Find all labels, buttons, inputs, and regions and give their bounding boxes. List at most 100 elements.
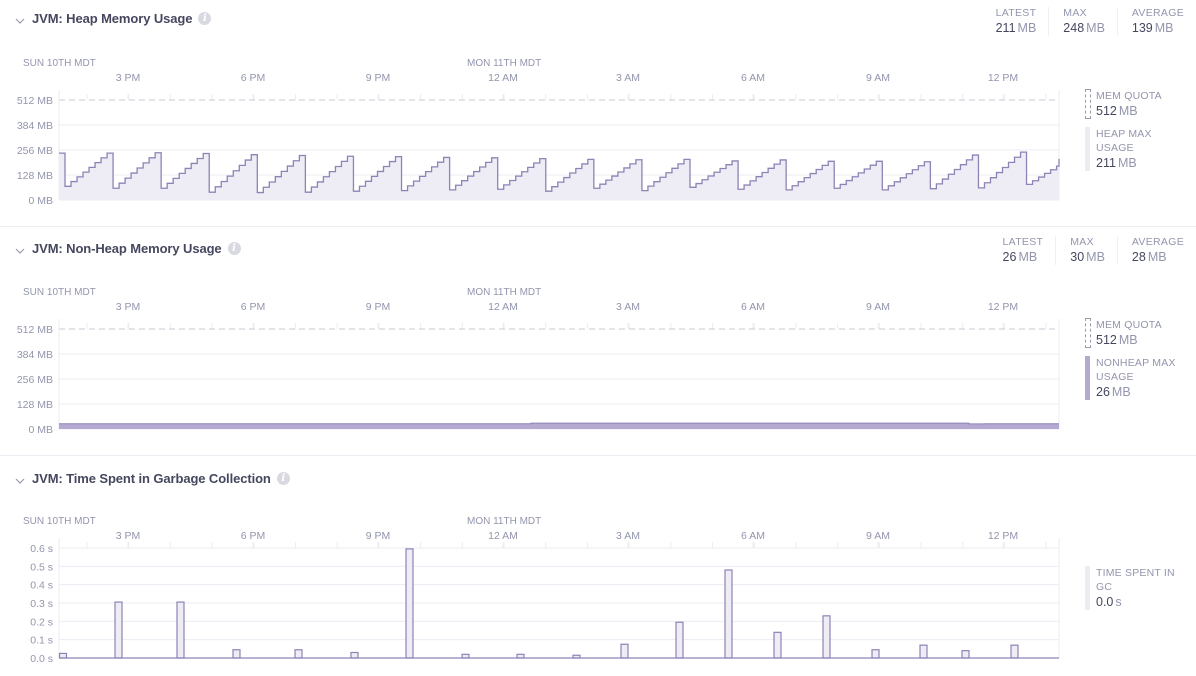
y-tick-label: 0.4 s xyxy=(30,580,53,592)
x-tick-label: 3 PM xyxy=(116,301,141,313)
dashed-swatch-icon xyxy=(1085,89,1091,119)
x-tick-label: 9 PM xyxy=(366,301,391,313)
y-tick-label: 0.2 s xyxy=(30,616,53,628)
dashed-swatch-icon xyxy=(1085,318,1091,348)
legend-unit: MB xyxy=(1117,156,1137,170)
panel-header[interactable]: JVM: Non-Heap Memory Usage i xyxy=(14,238,241,258)
stat-unit: MB xyxy=(1147,250,1167,264)
gc-spike-bar xyxy=(675,621,684,659)
x-tick-label: 6 AM xyxy=(741,301,765,313)
x-tick-label: 9 AM xyxy=(866,530,890,542)
y-tick-label: 0.5 s xyxy=(30,561,53,573)
x-tick-label: 6 PM xyxy=(241,530,266,542)
stat-max: MAX 248 MB xyxy=(1048,7,1117,36)
chart-legend: TIME SPENT IN GC 0.0 s xyxy=(1085,566,1195,618)
chart-legend: MEM QUOTA 512 MB NONHEAP MAX USAGE 26 MB xyxy=(1085,318,1195,408)
solid-swatch-icon xyxy=(1085,566,1090,610)
legend-item-mem-quota[interactable]: MEM QUOTA 512 MB xyxy=(1085,318,1195,348)
info-icon[interactable]: i xyxy=(198,11,212,25)
nonheap-memory-panel: JVM: Non-Heap Memory Usage i LATEST 26 MB … xyxy=(0,229,1196,455)
legend-label: MEM QUOTA xyxy=(1096,319,1162,331)
panel-title: JVM: Heap Memory Usage xyxy=(32,10,193,26)
gc-spike-bar xyxy=(724,569,733,659)
solid-swatch-icon xyxy=(1085,127,1090,171)
legend-unit: MB xyxy=(1118,333,1138,347)
day-label: SUN 10TH MDT xyxy=(23,516,96,527)
nonheap-memory-chart[interactable]: SUN 10TH MDT MON 11TH MDT 3 PM 6 PM 9 PM 12 A… xyxy=(0,229,1070,455)
x-tick-label: 12 AM xyxy=(488,530,518,542)
gc-spike-bar xyxy=(620,643,629,659)
info-icon[interactable]: i xyxy=(276,471,290,485)
legend-value: 512 xyxy=(1096,333,1117,347)
gc-spike-bar xyxy=(232,649,241,659)
heap-memory-chart[interactable]: SUN 10TH MDT MON 11TH MDT 3 PM 6 PM 9 PM 12 A… xyxy=(0,0,1070,226)
y-tick-label: 512 MB xyxy=(17,95,53,107)
x-tick-label: 12 AM xyxy=(488,72,518,84)
y-tick-label: 128 MB xyxy=(17,399,53,411)
stat-average: AVERAGE 28 MB xyxy=(1116,236,1184,265)
x-tick-label: 3 PM xyxy=(116,72,141,84)
legend-unit: s xyxy=(1115,595,1122,609)
legend-item-mem-quota[interactable]: MEM QUOTA 512 MB xyxy=(1085,89,1195,119)
legend-value: 26 xyxy=(1096,385,1110,399)
divider xyxy=(0,455,1196,456)
gc-spike-bar xyxy=(114,601,123,659)
legend-item-gc-time[interactable]: TIME SPENT IN GC 0.0 s xyxy=(1085,566,1180,610)
chevron-down-icon[interactable] xyxy=(14,15,26,27)
day-label: SUN 10TH MDT xyxy=(23,287,96,298)
y-tick-label: 0.1 s xyxy=(30,635,53,647)
gc-spike-bar xyxy=(822,615,831,659)
x-tick-label: 12 AM xyxy=(488,301,518,313)
legend-item-nonheap-max[interactable]: NONHEAP MAX USAGE 26 MB xyxy=(1085,356,1185,400)
info-icon[interactable]: i xyxy=(227,241,241,255)
gc-spike-bar xyxy=(176,601,185,659)
y-tick-label: 384 MB xyxy=(17,120,53,132)
y-tick-label: 256 MB xyxy=(17,145,53,157)
legend-value: 512 xyxy=(1096,104,1117,118)
stat-value: 248 xyxy=(1063,21,1085,35)
stat-value: 211 xyxy=(995,21,1016,35)
stat-unit: MB xyxy=(1018,250,1038,264)
y-tick-label: 0 MB xyxy=(28,424,53,436)
gc-time-chart[interactable]: SUN 10TH MDT MON 11TH MDT 3 PM 6 PM 9 PM 12 A… xyxy=(0,458,1070,676)
gc-spike-bar xyxy=(961,650,970,659)
legend-value: 211 xyxy=(1096,156,1116,170)
gc-spike-bar xyxy=(294,649,303,659)
stat-label: AVERAGE xyxy=(1131,236,1184,248)
day-label: MON 11TH MDT xyxy=(467,287,541,298)
stat-latest: LATEST 211 MB xyxy=(982,7,1049,36)
stat-label: LATEST xyxy=(995,7,1037,19)
stat-value: 28 xyxy=(1131,250,1146,264)
day-label: SUN 10TH MDT xyxy=(23,58,96,69)
heap-memory-panel: JVM: Heap Memory Usage i LATEST 211 MB MAX… xyxy=(0,0,1196,226)
legend-item-heap-max[interactable]: HEAP MAX USAGE 211 MB xyxy=(1085,127,1177,171)
stat-latest: LATEST 26 MB xyxy=(989,236,1056,265)
x-tick-label: 3 AM xyxy=(616,530,640,542)
stat-max: MAX 30 MB xyxy=(1055,236,1117,265)
stat-average: AVERAGE 139 MB xyxy=(1116,7,1184,36)
legend-label: HEAP MAX USAGE xyxy=(1096,128,1152,154)
stat-label: MAX xyxy=(1063,7,1087,19)
stat-value: 139 xyxy=(1131,21,1153,35)
stats: LATEST 26 MB MAX 30 MB AVERAGE 28 MB xyxy=(989,236,1184,265)
nonheap-series-line xyxy=(59,422,1059,425)
chart-legend: MEM QUOTA 512 MB HEAP MAX USAGE 211 MB xyxy=(1085,89,1195,179)
stat-unit: MB xyxy=(1017,21,1037,35)
x-tick-label: 3 AM xyxy=(616,72,640,84)
gc-spike-bar xyxy=(58,652,68,659)
stat-label: MAX xyxy=(1070,236,1094,248)
x-tick-label: 6 AM xyxy=(741,530,765,542)
x-tick-label: 9 PM xyxy=(366,72,391,84)
y-tick-label: 0.0 s xyxy=(30,653,53,665)
divider xyxy=(0,226,1196,227)
gc-spike-bar xyxy=(405,548,414,659)
day-label: MON 11TH MDT xyxy=(467,516,541,527)
panel-header[interactable]: JVM: Time Spent in Garbage Collection i xyxy=(14,468,290,488)
panel-header[interactable]: JVM: Heap Memory Usage i xyxy=(14,8,212,28)
chevron-down-icon[interactable] xyxy=(14,245,26,257)
x-tick-label: 9 AM xyxy=(866,72,890,84)
x-tick-label: 6 PM xyxy=(241,301,266,313)
legend-label: NONHEAP MAX USAGE xyxy=(1096,357,1176,383)
y-tick-label: 128 MB xyxy=(17,170,53,182)
chevron-down-icon[interactable] xyxy=(14,475,26,487)
